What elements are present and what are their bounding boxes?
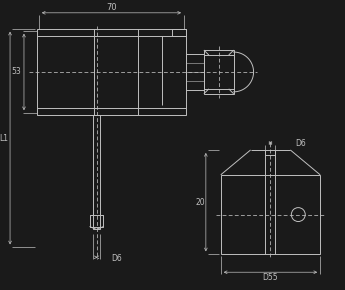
Bar: [92, 115, 100, 229]
Text: 20: 20: [195, 198, 205, 207]
Text: 53: 53: [11, 68, 21, 77]
Bar: [37, 29, 186, 115]
Bar: [172, 29, 186, 36]
Text: L1: L1: [0, 133, 9, 143]
Bar: [204, 50, 234, 94]
Text: D6: D6: [111, 254, 122, 263]
Text: D55: D55: [263, 273, 278, 282]
Text: D6: D6: [295, 139, 306, 148]
Text: 70: 70: [106, 3, 117, 12]
Bar: [186, 54, 204, 90]
Bar: [90, 215, 104, 226]
Bar: [221, 175, 320, 254]
